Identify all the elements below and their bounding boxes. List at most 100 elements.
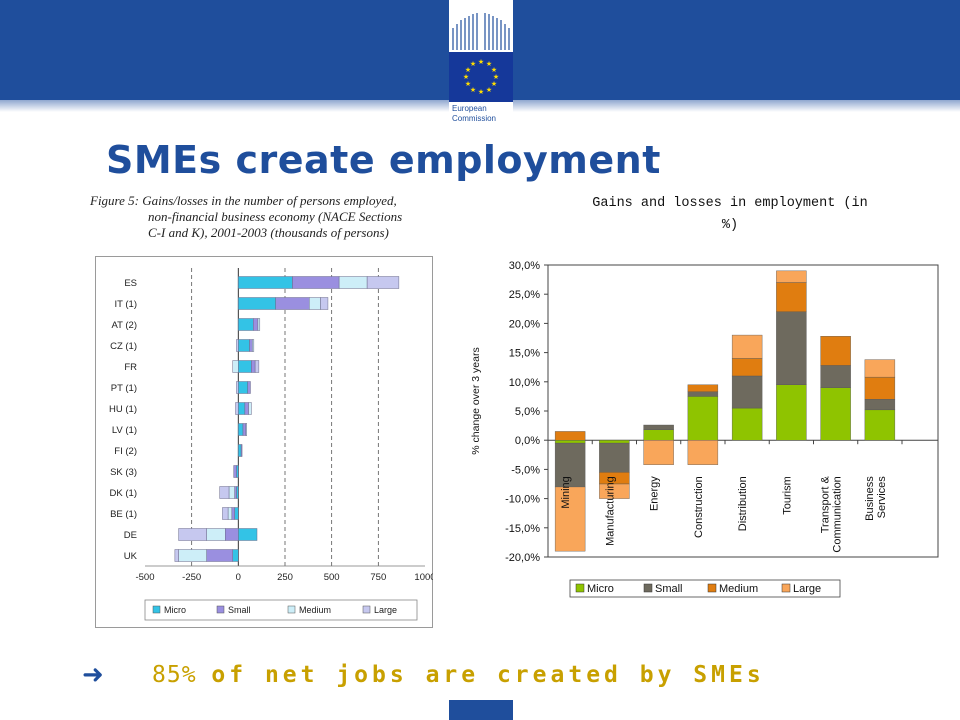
left-category-label: CZ (1) bbox=[110, 341, 137, 352]
left-bar-segment bbox=[252, 339, 255, 352]
bottom-percentage: 85% bbox=[152, 662, 197, 688]
left-bar-segment bbox=[238, 528, 258, 541]
right-bar-segment bbox=[687, 391, 719, 397]
left-category-label: DE bbox=[124, 530, 137, 541]
left-bar-segment bbox=[238, 360, 252, 373]
left-bar-segment bbox=[242, 423, 247, 436]
left-x-tick-label: 1000 bbox=[414, 572, 433, 583]
left-bar-segment bbox=[240, 444, 243, 457]
logo-wordmark: European Commission bbox=[452, 104, 496, 124]
right-category-label: Transport & bbox=[820, 476, 832, 534]
right-legend-swatch bbox=[643, 583, 653, 593]
right-category-label: Manufacturing bbox=[604, 476, 616, 546]
left-category-label: BE (1) bbox=[110, 509, 137, 520]
right-legend-swatch bbox=[707, 583, 717, 593]
logo-line2: Commission bbox=[452, 114, 497, 123]
left-bar-segment bbox=[244, 402, 249, 415]
svg-text:★: ★ bbox=[486, 86, 492, 94]
left-bar-segment bbox=[235, 402, 239, 415]
svg-text:★: ★ bbox=[491, 66, 497, 74]
right-bar-segment bbox=[776, 311, 807, 385]
left-bar-segment bbox=[238, 318, 254, 331]
right-legend-label: Micro bbox=[587, 583, 614, 595]
right-bar-segment bbox=[554, 486, 586, 552]
left-bar-segment bbox=[251, 360, 256, 373]
left-bar-chart: ES IT (1) AT (2) CZ (1) FR PT (1) HU (1) LV (1)… bbox=[95, 256, 433, 628]
left-bar-segment bbox=[219, 486, 230, 499]
left-bar-segment bbox=[225, 528, 239, 541]
right-bar-segment bbox=[731, 334, 763, 359]
left-legend-swatch bbox=[287, 605, 296, 614]
left-bar-segment bbox=[238, 402, 246, 415]
svg-text:★: ★ bbox=[491, 80, 497, 88]
left-bar-segment bbox=[222, 507, 229, 520]
right-bar-segment bbox=[643, 429, 674, 441]
left-legend-label: Micro bbox=[164, 605, 186, 615]
left-legend-label: Large bbox=[374, 605, 397, 615]
caption-line1: Figure 5: Gains/losses in the number of … bbox=[90, 193, 397, 208]
left-legend-label: Small bbox=[228, 605, 251, 615]
svg-text:★: ★ bbox=[470, 86, 476, 94]
right-bar-segment bbox=[820, 387, 851, 441]
caption-line2: non-financial business economy (NACE Sec… bbox=[148, 209, 403, 224]
left-bar-segment bbox=[238, 381, 248, 394]
left-x-tick-label: 500 bbox=[324, 572, 340, 583]
left-bar-segment bbox=[238, 297, 276, 310]
right-y-tick-label: 10,0% bbox=[509, 377, 540, 389]
left-category-label: DK (1) bbox=[110, 488, 137, 499]
right-y-tick-label: -5,0% bbox=[511, 464, 540, 476]
left-category-label: PT (1) bbox=[111, 383, 137, 394]
right-chart-title: Gains and losses in employment (in %) bbox=[520, 193, 940, 237]
right-legend-box bbox=[569, 579, 841, 598]
page-title: SMEs create employment bbox=[106, 138, 661, 182]
left-legend-swatch bbox=[362, 605, 371, 614]
left-bar-segment bbox=[238, 339, 250, 352]
left-bar-segment bbox=[178, 549, 207, 562]
left-category-label: IT (1) bbox=[114, 299, 137, 310]
logo-building-icon bbox=[452, 13, 510, 50]
right-y-tick-label: -15,0% bbox=[505, 523, 540, 535]
bottom-rest: of net jobs are created by SMEs bbox=[211, 662, 765, 688]
right-bar-segment bbox=[820, 336, 851, 366]
left-bar-segment bbox=[248, 402, 252, 415]
left-bar-segment bbox=[236, 486, 239, 499]
right-bar-segment bbox=[864, 376, 896, 400]
right-bar-chart: 30,0% 25,0% 20,0% 15,0% 10,0% 5,0% 0,0% -5,0% -1… bbox=[470, 260, 939, 598]
right-y-tick-label: 25,0% bbox=[509, 289, 540, 301]
left-x-tick-label: 250 bbox=[277, 572, 293, 583]
left-legend-swatch bbox=[216, 605, 225, 614]
right-bar-segment bbox=[864, 409, 896, 441]
right-title-line1: Gains and losses in employment (in bbox=[592, 196, 868, 211]
right-legend-label: Large bbox=[793, 583, 821, 595]
svg-text:★: ★ bbox=[463, 73, 469, 81]
svg-text:★: ★ bbox=[465, 80, 471, 88]
left-bar-segment bbox=[228, 486, 235, 499]
right-bar-segment bbox=[687, 384, 719, 392]
left-bar-segment bbox=[309, 297, 321, 310]
right-y-tick-label: 0,0% bbox=[515, 435, 540, 447]
left-x-tick-label: 750 bbox=[370, 572, 386, 583]
right-bar-segment bbox=[554, 442, 586, 488]
left-bar-segment bbox=[338, 276, 368, 289]
left-bar-segment bbox=[366, 276, 400, 289]
right-category-label: Energy bbox=[649, 476, 661, 511]
right-title-line2: %) bbox=[721, 218, 739, 233]
left-category-label: HU (1) bbox=[109, 404, 137, 415]
left-bar-segment bbox=[257, 318, 261, 331]
caption-line3: C-I and K), 2001-2003 (thousands of pers… bbox=[148, 225, 389, 240]
left-x-tick-label: -250 bbox=[182, 572, 201, 583]
left-bar-segment bbox=[174, 549, 179, 562]
left-bar-segment bbox=[227, 507, 233, 520]
left-bar-segment bbox=[254, 360, 260, 373]
left-bar-segment bbox=[292, 276, 340, 289]
arrow-bullet-icon: ➜ bbox=[82, 660, 104, 690]
left-legend: Micro Small Medium Large bbox=[144, 599, 418, 621]
footer-bar bbox=[449, 700, 513, 720]
left-bar-segment bbox=[238, 444, 242, 457]
right-category-label: Construction bbox=[693, 476, 705, 538]
svg-text:★: ★ bbox=[493, 73, 499, 81]
right-bar-segment bbox=[554, 431, 586, 441]
left-bar-segment bbox=[233, 465, 237, 478]
right-bar-segment bbox=[599, 483, 630, 499]
left-category-label: SK (3) bbox=[110, 467, 137, 478]
